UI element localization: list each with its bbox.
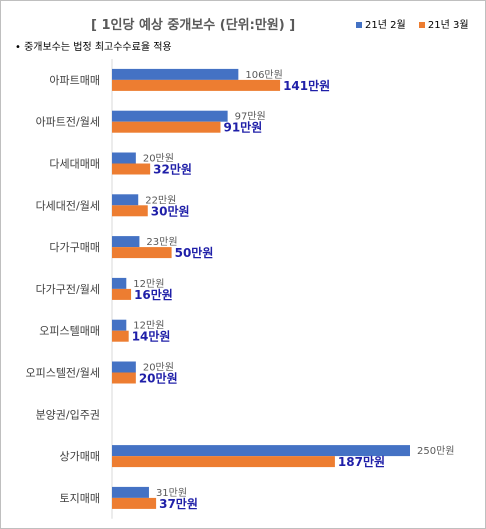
category-label-1: 아파트전/월세 — [36, 116, 100, 129]
legend-swatch-feb — [356, 22, 362, 28]
bar-mar-5 — [112, 288, 132, 300]
bar-mar-7 — [112, 372, 136, 384]
category-label-2: 다세대매매 — [49, 158, 100, 171]
bar-feb-0 — [112, 68, 239, 80]
data-label-feb-0: 106만원 — [245, 69, 282, 81]
bar-feb-5 — [112, 277, 127, 289]
data-label-feb-3: 22만원 — [145, 194, 176, 206]
legend-item-mar: 21년 3월 — [418, 16, 469, 31]
bar-mar-6 — [112, 330, 129, 342]
bar-mar-0 — [112, 79, 281, 91]
legend-label-mar: 21년 3월 — [427, 20, 469, 31]
data-label-mar-2: 32만원 — [153, 162, 192, 177]
chart-legend: 21년 2월 21년 3월 — [356, 16, 479, 31]
bar-feb-6 — [112, 319, 127, 331]
category-label-3: 다세대전/월세 — [36, 199, 100, 212]
bar-mar-1 — [112, 121, 221, 133]
data-label-feb-1: 97만원 — [235, 111, 266, 123]
data-label-feb-7: 20만원 — [143, 362, 174, 374]
bar-feb-9 — [112, 445, 410, 457]
data-label-mar-3: 30만원 — [151, 203, 190, 218]
category-label-7: 오피스텔전/월세 — [25, 367, 100, 380]
data-label-mar-6: 14만원 — [132, 329, 171, 344]
legend-item-feb: 21년 2월 — [356, 16, 406, 31]
data-label-feb-5: 12만원 — [133, 278, 164, 290]
category-label-9: 상가매매 — [60, 450, 100, 463]
category-label-6: 오피스텔매매 — [39, 325, 100, 338]
data-label-mar-4: 50만원 — [175, 245, 214, 260]
category-label-5: 다가구전/월세 — [36, 283, 100, 296]
data-label-mar-9: 187만원 — [338, 454, 385, 469]
data-label-feb-2: 20만원 — [143, 153, 174, 165]
bar-feb-2 — [112, 152, 136, 164]
data-label-feb-4: 23만원 — [146, 236, 177, 248]
data-label-feb-9: 250만원 — [417, 445, 455, 457]
data-label-feb-10: 31만원 — [156, 487, 187, 499]
bar-mar-9 — [112, 456, 335, 468]
data-label-mar-10: 37만원 — [159, 496, 198, 511]
legend-swatch-mar — [418, 22, 425, 28]
data-label-mar-1: 91만원 — [223, 120, 262, 135]
data-label-mar-5: 16만원 — [134, 287, 173, 302]
legend-label-feb: 21년 2월 — [365, 20, 406, 31]
category-label-0: 아파트매매 — [49, 74, 100, 87]
bar-feb-10 — [112, 486, 149, 498]
bar-feb-3 — [112, 194, 139, 206]
category-label-10: 토지매매 — [60, 492, 100, 505]
category-label-4: 다가구매매 — [49, 241, 100, 254]
bar-feb-7 — [112, 361, 136, 373]
bar-mar-10 — [112, 497, 157, 509]
bar-feb-1 — [112, 110, 228, 122]
data-label-feb-6: 12만원 — [133, 320, 164, 332]
data-label-mar-0: 141만원 — [283, 78, 330, 93]
chart-note: • 중개보수는 법정 최고수수료율 적용 — [15, 42, 172, 53]
bar-mar-2 — [112, 163, 151, 175]
bar-mar-3 — [112, 205, 148, 217]
chart-title: [ 1인당 예상 중개보수 (단위:만원) ] — [91, 18, 296, 33]
bar-feb-4 — [112, 236, 140, 248]
data-label-mar-7: 20만원 — [139, 371, 178, 386]
category-label-8: 분양권/입주권 — [36, 408, 100, 421]
bar-mar-4 — [112, 247, 172, 259]
